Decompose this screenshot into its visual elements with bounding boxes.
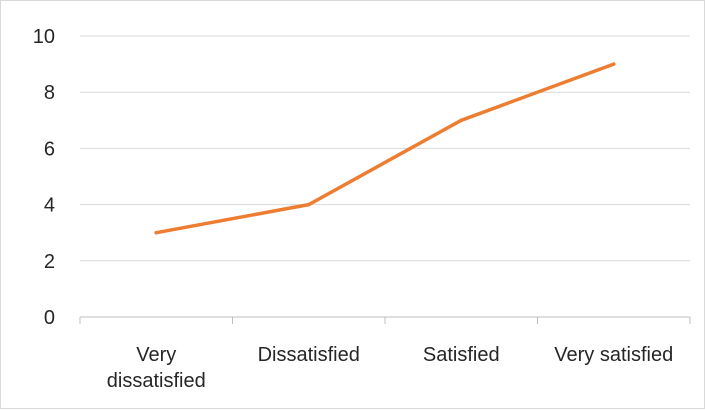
gridlines bbox=[80, 35, 690, 262]
series-line bbox=[154, 62, 616, 235]
y-tick-label: 4 bbox=[44, 195, 55, 217]
series-layer bbox=[154, 62, 616, 235]
y-tick-label: 0 bbox=[44, 307, 55, 329]
data-point bbox=[612, 62, 616, 66]
y-tick-label: 6 bbox=[44, 138, 55, 160]
data-point bbox=[154, 230, 158, 235]
y-tick-label: 8 bbox=[44, 82, 55, 104]
data-point bbox=[307, 202, 311, 207]
x-tick-label: Satisfied bbox=[423, 344, 500, 366]
y-axis-tick-labels: 0 2 4 6 8 10 bbox=[33, 26, 55, 329]
y-tick-label: 2 bbox=[44, 251, 55, 273]
x-tick-label: Dissatisfied bbox=[258, 344, 360, 366]
x-axis-tick-labels: Very dissatisfied Dissatisfied Satisfied Ver… bbox=[107, 344, 673, 392]
x-tick-label: Very dissatisfied bbox=[107, 344, 206, 392]
x-tick-label: Very satisfied bbox=[554, 344, 673, 366]
data-point bbox=[459, 118, 463, 123]
x-axis bbox=[79, 316, 691, 324]
y-tick-label: 10 bbox=[33, 26, 55, 48]
